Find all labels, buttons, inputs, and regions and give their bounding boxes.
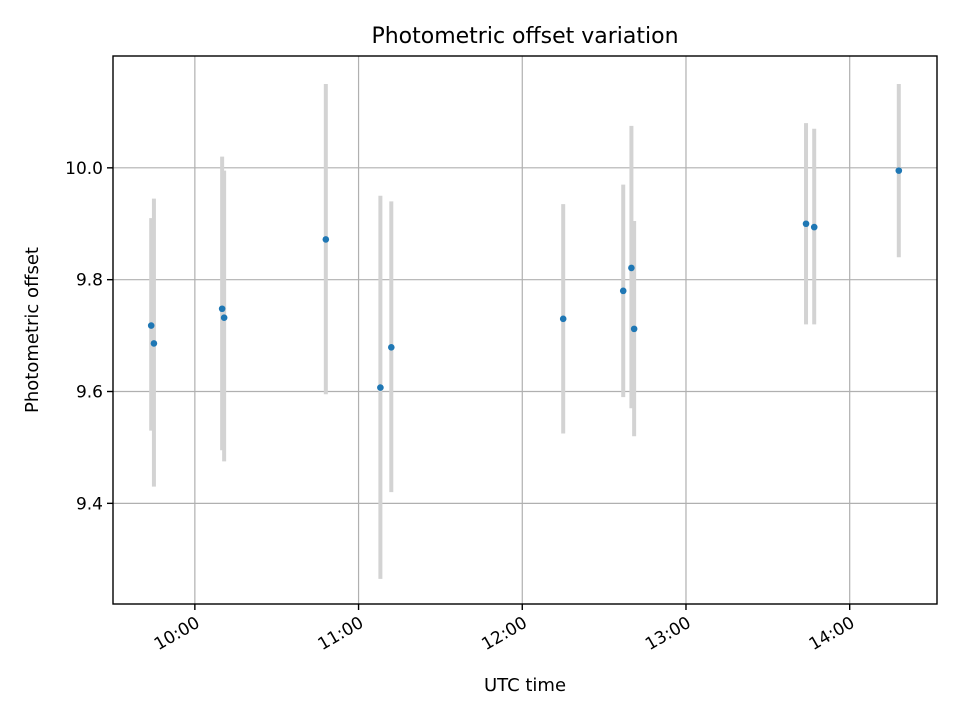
y-tick-label: 9.8 — [76, 271, 103, 291]
y-axis-label: Photometric offset — [22, 247, 43, 413]
y-axis: 9.4 9.6 9.8 10.0 — [65, 159, 113, 514]
y-tick-label: 9.6 — [76, 383, 103, 403]
data-point — [628, 264, 635, 272]
data-point — [802, 220, 810, 228]
data-point — [630, 325, 638, 333]
data-point — [150, 340, 158, 347]
y-tick-label: 10.0 — [65, 159, 103, 179]
x-axis-label: UTC time — [484, 675, 566, 696]
data-point — [322, 236, 330, 243]
data-point — [559, 315, 567, 323]
data-point — [147, 322, 155, 329]
data-point — [388, 344, 395, 351]
chart-title: Photometric offset variation — [371, 24, 678, 49]
data-points — [147, 167, 903, 391]
data-point — [810, 223, 818, 231]
data-point — [619, 287, 627, 295]
data-point — [377, 384, 384, 391]
grid — [113, 56, 937, 604]
data-point — [895, 167, 903, 174]
data-point — [218, 305, 226, 313]
data-point — [220, 314, 228, 321]
y-tick-label: 9.4 — [76, 494, 103, 514]
plot-frame — [112, 55, 938, 605]
